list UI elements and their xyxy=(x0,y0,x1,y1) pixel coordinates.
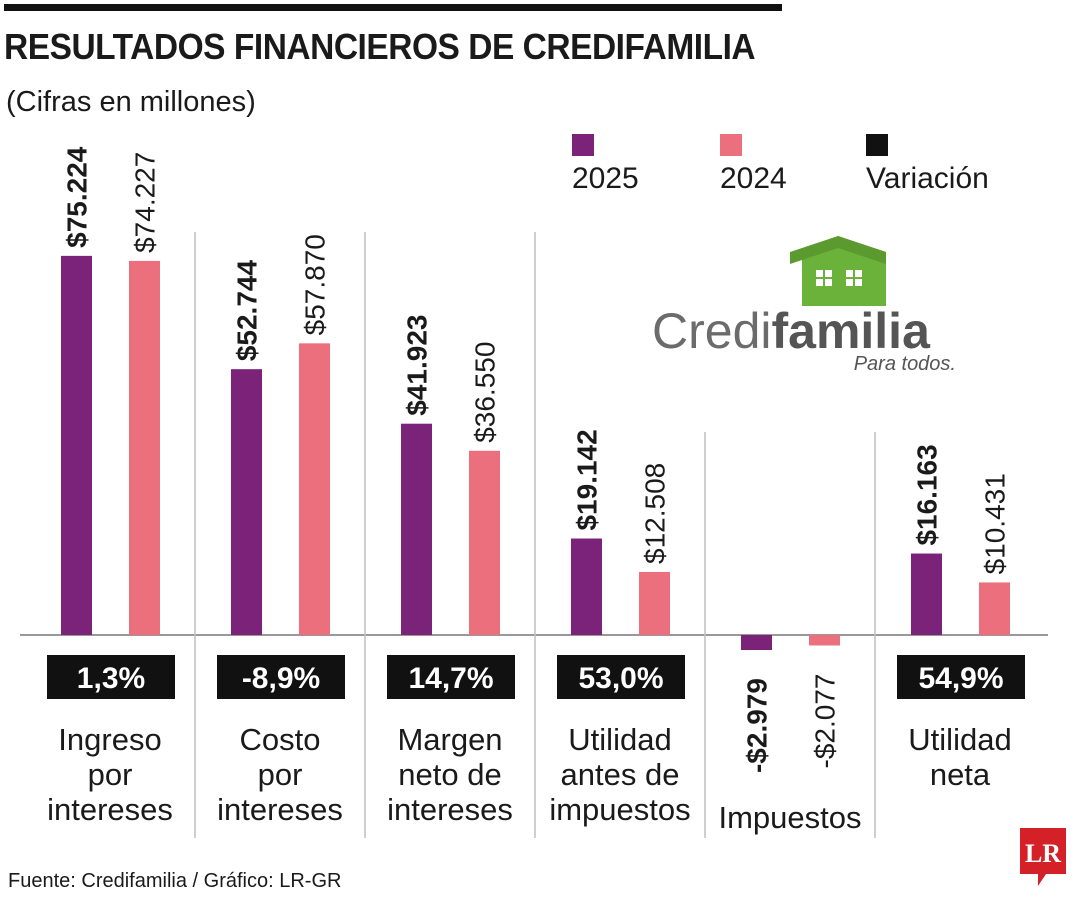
category-label: Impuestos xyxy=(718,800,861,835)
data-label-2025: -$2.979 xyxy=(742,678,773,773)
data-label-2024: $36.550 xyxy=(470,342,501,443)
category-label: por xyxy=(88,757,133,792)
variation-badge xyxy=(897,655,1025,699)
legend-label-2024: 2024 xyxy=(720,162,787,195)
lr-badge-text: LR xyxy=(1025,839,1061,868)
house-icon xyxy=(790,236,886,306)
bar-2024 xyxy=(979,582,1010,635)
bar-2024 xyxy=(639,571,670,635)
data-label-2025: $16.163 xyxy=(912,444,943,545)
category-label: intereses xyxy=(47,792,173,827)
bar-2024 xyxy=(129,260,160,635)
bar-2025 xyxy=(741,635,772,651)
category-label: Utilidad xyxy=(568,722,671,757)
data-label-2024: $57.870 xyxy=(300,234,331,335)
chart-subtitle: (Cifras en millones) xyxy=(6,86,256,118)
bar-2025 xyxy=(61,255,92,635)
category-label: antes de xyxy=(561,757,680,792)
variation-label: 54,9% xyxy=(918,662,1003,695)
top-rule xyxy=(4,4,782,11)
bar-2025 xyxy=(911,553,942,635)
legend-label-variacion: Variación xyxy=(866,162,989,195)
category-label: intereses xyxy=(387,792,513,827)
footer-source: Fuente: Credifamilia / Gráfico: LR-GR xyxy=(8,870,342,892)
lr-logo-badge: LR xyxy=(1020,828,1066,886)
logo-brand: Credifamilia xyxy=(652,303,931,359)
bar-2025 xyxy=(401,423,432,635)
chart-title: RESULTADOS FINANCIEROS DE CREDIFAMILIA xyxy=(4,26,756,67)
legend-swatch-2025 xyxy=(572,134,594,156)
bar-2024 xyxy=(469,450,500,635)
data-label-2025: $75.224 xyxy=(62,146,93,248)
legend-swatch-variacion xyxy=(866,134,888,156)
variation-badge xyxy=(47,655,175,699)
data-label-2025: $41.923 xyxy=(402,314,433,415)
bar-2025 xyxy=(231,369,262,635)
data-label-2024: $12.508 xyxy=(640,463,671,564)
category-label: Utilidad xyxy=(908,722,1011,757)
category-label: impuestos xyxy=(549,792,690,827)
logo-tagline: Para todos. xyxy=(854,353,956,375)
variation-label: -8,9% xyxy=(242,662,320,695)
legend-label-2025: 2025 xyxy=(572,162,639,195)
legend-swatch-2024 xyxy=(720,134,742,156)
category-label: Costo xyxy=(240,722,321,757)
data-label-2024: $74.227 xyxy=(130,152,161,253)
data-label-2024: -$2.077 xyxy=(810,673,841,768)
category-label: por xyxy=(258,757,303,792)
variation-label: 1,3% xyxy=(77,662,145,695)
variation-badge xyxy=(557,655,685,699)
data-label-2025: $52.744 xyxy=(232,260,263,362)
variation-label: 14,7% xyxy=(408,662,493,695)
variation-badge xyxy=(217,655,345,699)
category-label: neta xyxy=(930,757,991,792)
variation-label: 53,0% xyxy=(578,662,663,695)
bar-2024 xyxy=(809,635,840,646)
category-label: Margen xyxy=(397,722,502,757)
bar-2025 xyxy=(571,538,602,635)
bar-2024 xyxy=(299,343,330,635)
category-label: intereses xyxy=(217,792,343,827)
variation-badge xyxy=(387,655,515,699)
data-label-2025: $19.142 xyxy=(572,429,603,530)
category-label: neto de xyxy=(398,757,501,792)
category-label: Ingreso xyxy=(58,722,161,757)
credifamilia-logo: Credifamilia Para todos. xyxy=(652,236,956,375)
data-label-2024: $10.431 xyxy=(980,473,1011,574)
